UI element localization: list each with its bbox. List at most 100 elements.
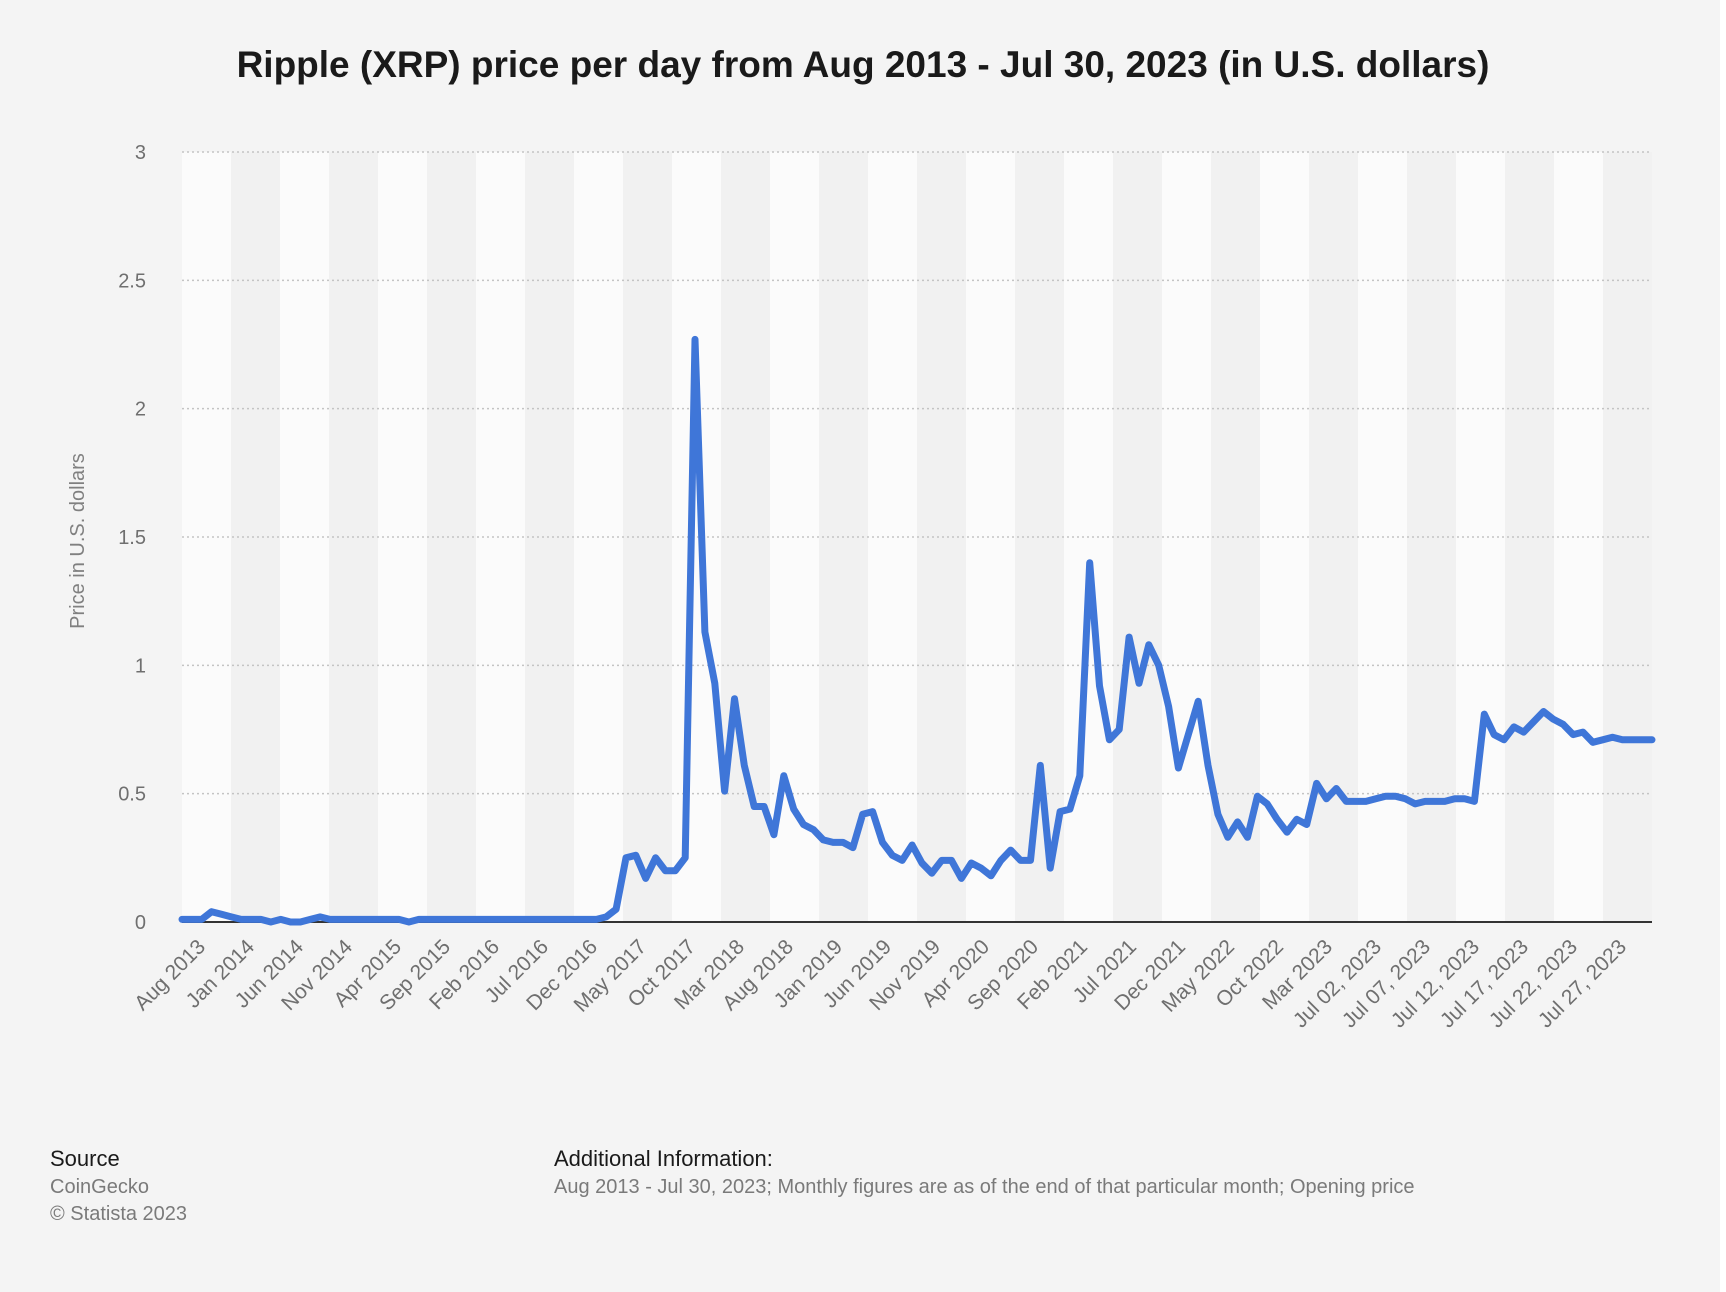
data-point: [1432, 798, 1438, 805]
data-point: [1086, 559, 1093, 566]
data-point: [475, 916, 481, 923]
data-point: [918, 860, 925, 866]
data-point: [386, 916, 393, 923]
data-point: [1579, 729, 1586, 736]
data-point: [267, 919, 274, 925]
data-point: [198, 916, 205, 923]
data-point: [1530, 718, 1537, 725]
data-point: [455, 916, 462, 923]
data-point: [1402, 795, 1409, 802]
data-point: [1116, 726, 1123, 733]
background-band: [231, 152, 280, 922]
data-point: [494, 916, 501, 923]
data-point: [1185, 731, 1192, 738]
data-point: [1254, 793, 1261, 800]
data-point: [682, 854, 689, 861]
data-point: [524, 916, 531, 923]
background-band: [1456, 152, 1505, 922]
data-point: [889, 852, 896, 859]
data-point: [1372, 795, 1379, 802]
data-point: [948, 857, 955, 864]
data-point: [701, 629, 708, 635]
data-point: [504, 916, 511, 923]
data-point: [188, 916, 195, 923]
data-point: [1057, 808, 1064, 815]
data-point: [1205, 762, 1211, 769]
data-point: [751, 803, 758, 810]
data-point: [938, 857, 945, 864]
data-point: [899, 857, 906, 864]
data-point: [1106, 736, 1113, 743]
data-point: [879, 839, 886, 846]
data-point: [484, 916, 491, 923]
data-point: [287, 919, 294, 925]
data-point: [1441, 798, 1448, 805]
y-tick-label: 2.5: [118, 270, 146, 292]
data-point: [1155, 662, 1162, 669]
data-point: [1126, 634, 1133, 641]
data-point: [968, 860, 975, 866]
data-point: [1619, 736, 1626, 743]
data-point: [741, 762, 748, 769]
additional-info-text: Aug 2013 - Jul 30, 2023; Monthly figures…: [554, 1176, 1415, 1198]
data-point: [1066, 806, 1073, 813]
data-point: [1382, 793, 1389, 800]
data-point: [662, 867, 669, 874]
data-point: [179, 916, 185, 923]
data-point: [336, 916, 343, 923]
y-axis-label: Price in U.S. dollars: [67, 453, 89, 629]
data-point: [257, 916, 264, 923]
data-point: [1343, 798, 1350, 805]
data-point: [1244, 834, 1251, 841]
data-point: [731, 695, 738, 702]
data-point: [1027, 857, 1034, 864]
data-point: [1550, 716, 1557, 723]
data-point: [563, 916, 570, 923]
data-point: [1639, 736, 1646, 743]
y-axis-ticks: 0 0.5 1 1.5 2 2.5 3: [118, 142, 146, 934]
data-point: [327, 916, 333, 923]
data-point: [800, 821, 807, 828]
data-points: [179, 336, 1655, 925]
data-point: [534, 916, 541, 923]
data-point: [1175, 765, 1182, 771]
data-point: [248, 916, 255, 923]
data-point: [840, 839, 846, 846]
data-point: [1224, 834, 1231, 841]
y-tick-label: 0: [135, 912, 146, 934]
data-point: [721, 788, 728, 795]
y-tick-label: 3: [135, 142, 146, 164]
data-point: [1629, 736, 1636, 743]
data-point: [780, 772, 787, 779]
data-point: [1540, 708, 1547, 715]
data-point: [228, 913, 235, 920]
data-point: [623, 854, 629, 861]
data-point: [1274, 816, 1281, 823]
background-band: [721, 152, 770, 922]
data-point: [425, 916, 432, 923]
data-point: [1303, 821, 1310, 828]
data-point: [1609, 734, 1616, 741]
data-point: [632, 852, 639, 859]
data-point: [218, 911, 225, 918]
source-name: CoinGecko: [50, 1176, 149, 1198]
data-point: [1214, 811, 1221, 818]
y-tick-label: 2: [135, 399, 146, 421]
data-point: [1165, 703, 1172, 710]
data-point: [613, 906, 620, 913]
data-point: [1234, 818, 1241, 825]
data-point: [909, 842, 916, 848]
data-point: [366, 916, 373, 923]
data-point: [859, 811, 866, 818]
data-point: [1412, 800, 1419, 807]
additional-info-heading: Additional Information:: [554, 1146, 773, 1171]
data-point: [346, 916, 353, 923]
data-point: [1422, 798, 1429, 805]
data-point: [1096, 682, 1103, 689]
data-point: [583, 916, 590, 923]
y-tick-label: 0.5: [118, 784, 146, 806]
data-point: [1589, 739, 1596, 746]
